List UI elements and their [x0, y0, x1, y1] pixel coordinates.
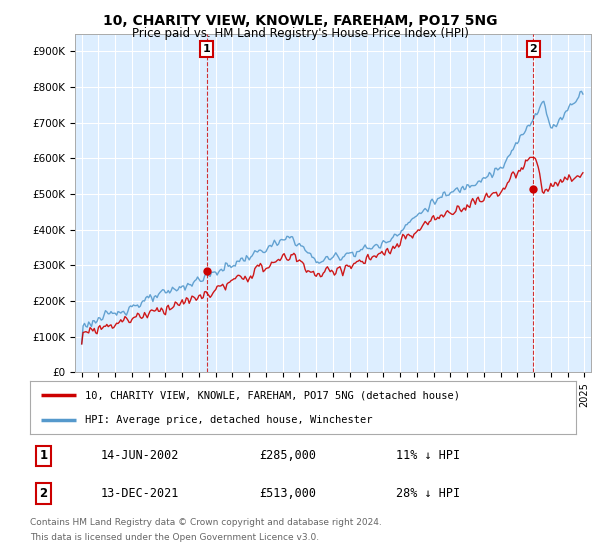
Text: Contains HM Land Registry data © Crown copyright and database right 2024.: Contains HM Land Registry data © Crown c…: [30, 518, 382, 527]
Text: Price paid vs. HM Land Registry's House Price Index (HPI): Price paid vs. HM Land Registry's House …: [131, 27, 469, 40]
Text: HPI: Average price, detached house, Winchester: HPI: Average price, detached house, Winc…: [85, 414, 372, 424]
Text: 1: 1: [40, 449, 48, 462]
Text: 2: 2: [529, 44, 537, 54]
Text: This data is licensed under the Open Government Licence v3.0.: This data is licensed under the Open Gov…: [30, 533, 319, 542]
Text: 28% ↓ HPI: 28% ↓ HPI: [396, 487, 460, 500]
Text: 11% ↓ HPI: 11% ↓ HPI: [396, 449, 460, 462]
Text: 13-DEC-2021: 13-DEC-2021: [101, 487, 179, 500]
Text: £285,000: £285,000: [259, 449, 316, 462]
Text: 10, CHARITY VIEW, KNOWLE, FAREHAM, PO17 5NG (detached house): 10, CHARITY VIEW, KNOWLE, FAREHAM, PO17 …: [85, 390, 460, 400]
Text: 10, CHARITY VIEW, KNOWLE, FAREHAM, PO17 5NG: 10, CHARITY VIEW, KNOWLE, FAREHAM, PO17 …: [103, 14, 497, 28]
Text: 2: 2: [40, 487, 48, 500]
Text: 14-JUN-2002: 14-JUN-2002: [101, 449, 179, 462]
Text: £513,000: £513,000: [259, 487, 316, 500]
Text: 1: 1: [203, 44, 211, 54]
